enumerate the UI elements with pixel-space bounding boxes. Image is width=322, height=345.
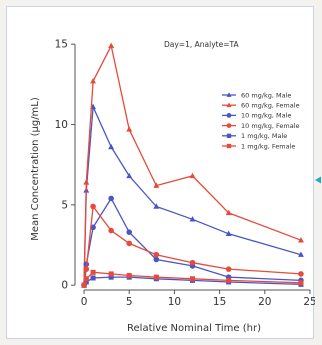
side-arrow[interactable] bbox=[314, 176, 322, 184]
y-tick-label: 15 bbox=[55, 39, 68, 51]
x-tick-label: 15 bbox=[213, 296, 226, 308]
data-point bbox=[90, 275, 96, 281]
data-point bbox=[225, 266, 232, 272]
data-point bbox=[108, 42, 115, 49]
data-point bbox=[226, 277, 232, 283]
legend-entry: 10 mg/kg, Female bbox=[222, 122, 300, 130]
data-point bbox=[126, 273, 132, 279]
legend-marker bbox=[226, 143, 232, 149]
data-point bbox=[189, 276, 196, 282]
data-point bbox=[83, 179, 90, 185]
x-tick-label: 20 bbox=[258, 296, 271, 308]
x-tick-label: 25 bbox=[303, 296, 315, 308]
y-tick-label: 10 bbox=[55, 119, 68, 131]
y-tick-label: 5 bbox=[61, 199, 68, 211]
data-point bbox=[225, 230, 232, 237]
data-point bbox=[126, 229, 133, 235]
chart-title: Day=1, Analyte=TA bbox=[164, 40, 239, 49]
data-point bbox=[81, 282, 87, 288]
legend-entry: 10 mg/kg, Male bbox=[222, 112, 291, 120]
series-4 bbox=[81, 203, 304, 288]
data-point bbox=[108, 227, 114, 234]
data-point bbox=[153, 182, 160, 188]
legend-label: 10 mg/kg, Female bbox=[241, 122, 300, 130]
data-point bbox=[189, 172, 196, 179]
x-tick-label: 10 bbox=[168, 296, 181, 308]
series-6 bbox=[81, 269, 304, 288]
data-point bbox=[153, 203, 160, 209]
legend-marker bbox=[226, 133, 232, 138]
legend-label: 60 mg/kg, Female bbox=[241, 102, 300, 110]
legend-label: 60 mg/kg, Male bbox=[241, 91, 291, 99]
axes: 0 5 10 15 0 5 10 15 20 25 bbox=[55, 39, 315, 308]
legend-entry: 1 mg/kg, Female bbox=[222, 142, 295, 150]
legend-marker bbox=[226, 102, 232, 108]
data-point bbox=[108, 143, 115, 150]
data-point bbox=[126, 126, 133, 132]
data-point bbox=[83, 266, 90, 272]
data-point bbox=[108, 274, 114, 280]
data-point bbox=[298, 271, 304, 277]
chart-card: 0 5 10 15 0 5 10 15 20 25 Day=1, Analyte=TA Relat… bbox=[6, 6, 315, 339]
y-tick-label: 0 bbox=[61, 280, 68, 292]
data-point bbox=[153, 274, 159, 280]
series-line bbox=[83, 43, 302, 286]
x-tick-label: 5 bbox=[126, 296, 133, 308]
series-2 bbox=[81, 42, 304, 288]
legend-entry: 1 mg/kg, Male bbox=[222, 132, 287, 140]
legend-marker bbox=[226, 113, 232, 118]
legend-label: 1 mg/kg, Male bbox=[241, 132, 287, 140]
data-point bbox=[90, 203, 96, 210]
legend-label: 10 mg/kg, Male bbox=[241, 112, 291, 120]
data-point bbox=[225, 209, 232, 216]
data-point bbox=[108, 271, 114, 277]
x-tick-label: 0 bbox=[81, 296, 88, 308]
data-point bbox=[83, 276, 89, 282]
data-point bbox=[298, 236, 304, 243]
data-point bbox=[126, 240, 133, 247]
data-point bbox=[153, 251, 160, 258]
data-point bbox=[90, 77, 97, 84]
data-point bbox=[90, 269, 96, 275]
legend-marker bbox=[226, 123, 232, 128]
legend-marker bbox=[226, 92, 232, 97]
data-point bbox=[189, 259, 196, 266]
data-point bbox=[83, 279, 89, 285]
legend-entry: 60 mg/kg, Male bbox=[222, 91, 291, 99]
legend-entry: 60 mg/kg, Female bbox=[222, 102, 300, 110]
data-point bbox=[298, 280, 304, 286]
series-layer bbox=[81, 42, 304, 288]
legend: 60 mg/kg, Male 60 mg/kg, Female 10 mg/kg, … bbox=[222, 91, 300, 150]
pk-line-chart: 0 5 10 15 0 5 10 15 20 25 Day=1, Analyte=TA Relat… bbox=[30, 39, 315, 334]
caret-left-icon bbox=[315, 176, 321, 184]
data-point bbox=[90, 224, 96, 231]
x-axis-label: Relative Nominal Time (hr) bbox=[127, 323, 261, 334]
legend-label: 1 mg/kg, Female bbox=[241, 142, 295, 150]
data-point bbox=[108, 195, 114, 202]
data-point bbox=[153, 256, 160, 263]
data-point bbox=[189, 216, 196, 222]
data-point bbox=[126, 172, 133, 179]
y-axis-label: Mean Concentration (µg/mL) bbox=[30, 97, 41, 241]
data-point bbox=[298, 251, 304, 257]
